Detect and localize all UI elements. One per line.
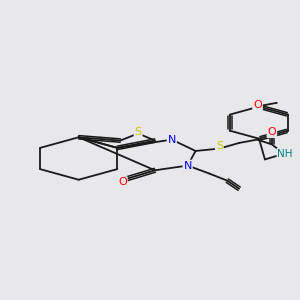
Text: O: O — [268, 127, 276, 137]
Text: S: S — [134, 127, 142, 137]
Text: N: N — [184, 160, 192, 171]
Text: N: N — [168, 135, 176, 145]
Text: NH: NH — [278, 149, 293, 159]
Text: S: S — [216, 141, 223, 151]
Text: O: O — [253, 100, 262, 110]
Text: O: O — [118, 177, 127, 187]
